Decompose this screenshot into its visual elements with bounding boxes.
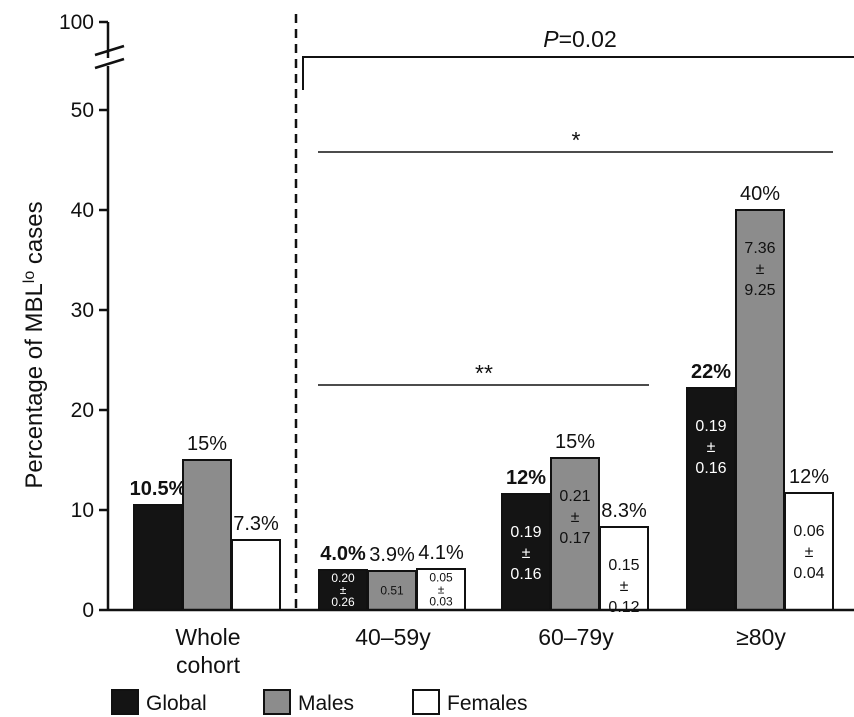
bar-global <box>133 504 183 611</box>
axis-break-mark <box>94 57 125 70</box>
y-tick-label: 30 <box>71 299 94 322</box>
bar-global <box>686 387 736 611</box>
bar-value-label: 40% <box>740 183 780 205</box>
bar-inner-stat: 9.25 <box>744 282 775 299</box>
bar-inner-stat: 0.17 <box>559 530 590 547</box>
y-tick-label: 0 <box>82 599 94 622</box>
legend-swatch-global <box>111 689 139 715</box>
legend-label-males: Males <box>298 692 354 715</box>
bar-inner-stat: 0.16 <box>510 566 541 583</box>
significance-star-double: ** <box>475 360 493 386</box>
bar-inner-stat: 0.05 <box>429 571 453 585</box>
bar-inner-stat: ± <box>707 439 716 456</box>
bar-value-label: 8.3% <box>601 500 647 522</box>
legend-swatch-females <box>412 689 440 715</box>
legend-label-global: Global <box>146 692 207 715</box>
bar-value-label: 15% <box>187 433 227 455</box>
bar-value-label: 4.1% <box>418 542 464 564</box>
axis-break-mark <box>94 44 125 57</box>
bar-inner-stat: ± <box>571 509 580 526</box>
y-axis-label-tail: cases <box>21 201 48 270</box>
bar-value-label: 7.3% <box>233 513 279 535</box>
x-category-label: 60–79y <box>538 624 614 650</box>
bar-females <box>416 568 466 611</box>
bar-inner-stat: ± <box>340 583 347 597</box>
bar-inner-stat: ± <box>438 583 445 597</box>
bar-inner-stat: ± <box>805 544 814 561</box>
bar-inner-stat: 0.16 <box>695 460 726 477</box>
y-tick-label: 50 <box>71 99 94 122</box>
bar-inner-stat: 0.06 <box>793 523 824 540</box>
legend-swatch-males <box>263 689 291 715</box>
legend-label-females: Females <box>447 692 528 715</box>
x-category-label: 40–59y <box>355 624 431 650</box>
x-category-label-line2: cohort <box>176 652 241 678</box>
bar-inner-stat: ± <box>756 261 765 278</box>
y-axis-label: Percentage of MBLlo cases <box>21 201 49 488</box>
legend: Global Males Females <box>111 689 528 715</box>
y-axis-label-main: Percentage of MBL <box>21 283 48 488</box>
bar-inner-stat: 7.36 <box>744 240 775 257</box>
bar-inner-stat: ± <box>522 545 531 562</box>
bar-inner-stat: 0.12 <box>608 599 639 616</box>
y-tick-label: 100 <box>59 11 94 34</box>
bar-females <box>599 526 649 611</box>
bar-males <box>735 209 785 611</box>
bar-inner-stat: 0.19 <box>695 418 726 435</box>
x-category-label: ≥80y <box>736 624 786 650</box>
bar-males <box>182 459 232 611</box>
bar-inner-stat: 0.04 <box>793 565 824 582</box>
bar-females <box>784 492 834 611</box>
bar-value-label: 15% <box>555 431 595 453</box>
bar-females <box>231 539 281 611</box>
bars-group: 10.5%4.0%0.20±0.2612%0.19±0.1622%0.19±0.… <box>130 183 834 616</box>
bar-inner-stat: 0.15 <box>608 557 639 574</box>
bar-inner-stat: 0.21 <box>559 488 590 505</box>
bar-inner-stat: 0.19 <box>510 524 541 541</box>
y-tick-label: 40 <box>71 199 94 222</box>
pvalue-label: P=0.02 <box>543 26 617 52</box>
significance-star-single: * <box>572 127 581 153</box>
bar-value-label: 10.5% <box>130 478 187 500</box>
bar-value-label: 12% <box>506 467 546 489</box>
bar-inner-stat: 0.20 <box>331 571 355 585</box>
bar-males <box>367 570 417 611</box>
bar-value-label: 12% <box>789 466 829 488</box>
pvalue-bracket <box>302 56 854 90</box>
bar-value-label: 22% <box>691 361 731 383</box>
bar-inner-stat: 0.51 <box>380 584 404 598</box>
x-category-label: Whole <box>175 624 240 650</box>
annotations-group: P=0.02*** <box>302 26 854 386</box>
bar-inner-stat: ± <box>620 578 629 595</box>
bar-value-label: 4.0% <box>320 543 366 565</box>
bar-inner-stat: 0.26 <box>331 595 355 609</box>
bar-inner-stat: 0.03 <box>429 595 453 609</box>
bar-value-label: 3.9% <box>369 544 415 566</box>
y-tick-label: 10 <box>71 499 94 522</box>
y-tick-label: 20 <box>71 399 94 422</box>
y-axis-label-sup: lo <box>21 271 38 284</box>
